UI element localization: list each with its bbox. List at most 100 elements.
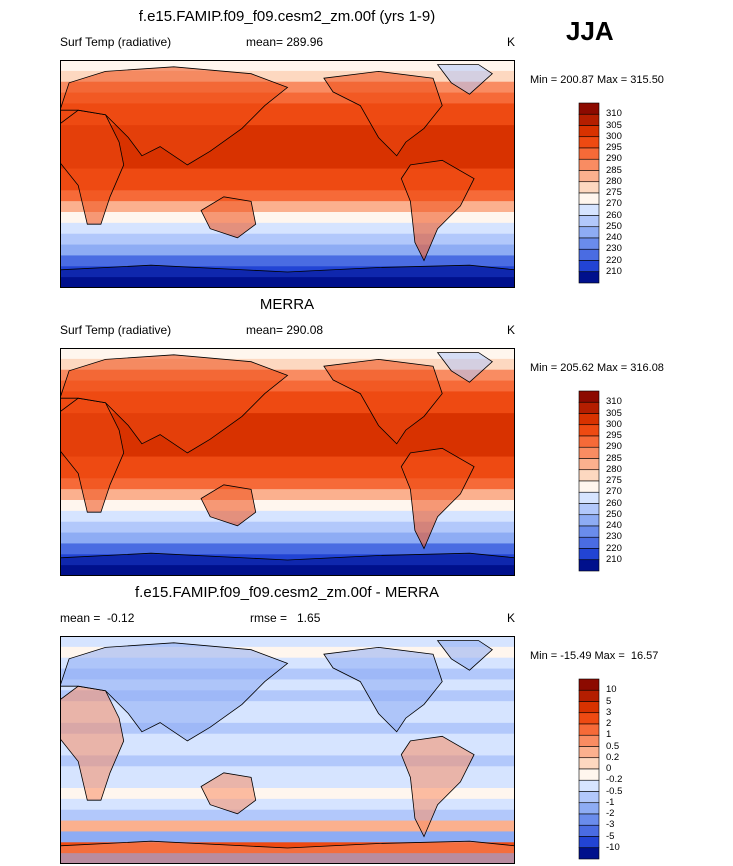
colorbar-box (578, 491, 600, 504)
colorbar-box (578, 469, 600, 482)
colorbar-label: 210 (606, 553, 622, 565)
continent (323, 70, 443, 157)
left-label: Surf Temp (radiative) (60, 323, 172, 337)
map-band (60, 679, 515, 691)
colorbar-label: 290 (606, 153, 622, 165)
colorbar-box (578, 413, 600, 426)
continent (60, 354, 289, 454)
colorbar-label: 260 (606, 209, 622, 221)
colorbar-box (578, 701, 600, 714)
colorbar-box (578, 734, 600, 747)
map-band (60, 489, 515, 501)
colorbar-label: -0.2 (606, 774, 623, 786)
map-band (60, 798, 515, 811)
map-band (60, 114, 515, 126)
colorbar-box (578, 723, 600, 736)
colorbar-label: 305 (606, 119, 622, 131)
continent (200, 772, 257, 815)
map-band (60, 190, 515, 202)
colorbar-label: 310 (606, 396, 622, 408)
colorbar-label: -5 (606, 830, 615, 842)
min-max: Min = 205.62 Max = 316.08 (530, 362, 664, 374)
map-band (60, 532, 515, 544)
map-band (60, 690, 515, 702)
colorbar-box (578, 768, 600, 781)
map-band (60, 820, 515, 832)
map-band (60, 777, 515, 789)
colorbar-label: 210 (606, 265, 622, 277)
colorbar-box (578, 125, 600, 138)
colorbar-label: -2 (606, 808, 615, 819)
colorbar-label: 250 (606, 220, 622, 232)
left-label: mean = -0.12 (60, 611, 135, 625)
colorbar-box (578, 248, 600, 261)
colorbar-label: 280 (606, 463, 622, 475)
colorbar-box (578, 458, 600, 471)
colorbar-box (578, 480, 600, 493)
colorbar-label: 295 (606, 430, 622, 441)
map-band (60, 434, 515, 447)
colorbar-label: 0.2 (606, 751, 620, 763)
map-band (60, 60, 515, 72)
map (60, 636, 515, 864)
colorbar-label: -10 (606, 841, 620, 853)
map-band (60, 201, 515, 213)
colorbar-label: 10 (606, 684, 617, 696)
units-label: K (507, 35, 516, 49)
colorbar-box (578, 779, 600, 792)
map-band (60, 831, 515, 843)
left-label: Surf Temp (radiative) (60, 35, 172, 49)
panel-title: f.e15.FAMIP.f09_f09.cesm2_zm.00f (yrs 1-… (138, 8, 436, 25)
map-band (60, 168, 515, 180)
map-band (60, 646, 515, 659)
colorbar-label: 0 (606, 763, 612, 774)
season-label: JJA (566, 16, 614, 46)
map-frame (60, 636, 515, 864)
colorbar-box (578, 503, 600, 516)
center-label: mean= 289.96 (246, 35, 324, 49)
colorbar-label: 275 (606, 187, 622, 198)
colorbar-box (578, 102, 600, 115)
map-frame (60, 348, 515, 576)
map-band (60, 136, 515, 148)
map-band (60, 500, 515, 512)
colorbar-label: 2 (606, 718, 612, 729)
map-band (60, 212, 515, 224)
colorbar-box (578, 401, 600, 414)
map-band (60, 244, 515, 256)
colorbar-label: 285 (606, 452, 622, 464)
colorbar-label: 240 (606, 232, 622, 243)
continent (400, 447, 475, 550)
colorbar-box (578, 847, 600, 860)
colorbar-label: 260 (606, 497, 622, 509)
colorbar-box (578, 192, 600, 205)
panel-title: f.e15.FAMIP.f09_f09.cesm2_zm.00f - MERRA (134, 584, 440, 601)
continent (200, 196, 257, 239)
colorbar-box (578, 237, 600, 250)
continent (436, 64, 493, 95)
continent (60, 642, 289, 742)
colorbar-label: 305 (606, 407, 622, 419)
colorbar-box (578, 525, 600, 538)
colorbar-box (578, 746, 600, 759)
map-band (60, 543, 515, 555)
map-band (60, 146, 515, 159)
colorbar-box (578, 548, 600, 561)
map-band (60, 733, 515, 746)
colorbar-label: 270 (606, 486, 622, 498)
colorbar-box (578, 791, 600, 804)
map-band (60, 456, 515, 468)
map-band (60, 103, 515, 115)
continent (60, 840, 515, 864)
map-band (60, 467, 515, 479)
map-band (60, 510, 515, 523)
colorbar-label: 285 (606, 164, 622, 176)
continent (323, 646, 443, 733)
colorbar-label: 295 (606, 142, 622, 153)
colorbar-label: 290 (606, 441, 622, 453)
continent (60, 264, 515, 288)
continent (200, 484, 257, 527)
map-band (60, 233, 515, 246)
colorbar-box (578, 712, 600, 725)
